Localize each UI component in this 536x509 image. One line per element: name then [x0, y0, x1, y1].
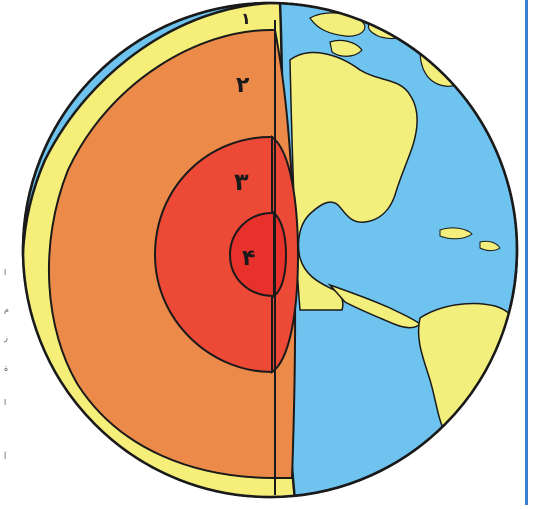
cutaway-interior [23, 3, 300, 497]
inner-core-cut-face [273, 210, 288, 299]
arctic-island [329, 39, 363, 57]
caribbean-island [479, 240, 501, 252]
inner-core-layer [228, 212, 275, 298]
arctic-island [309, 12, 366, 37]
crust-label: ۱ [241, 9, 251, 28]
north-america-landmass [289, 51, 418, 311]
margin-glyph: م [4, 305, 9, 314]
margin-glyph: ز [4, 333, 8, 342]
margin-glyph: ا [4, 268, 7, 277]
page-edge-bar [525, 0, 528, 505]
outer-core-layer [153, 136, 273, 374]
caribbean-island [439, 227, 473, 240]
margin-glyph: آ [4, 452, 7, 461]
margin-glyph: ا [4, 398, 7, 407]
globe-outline [21, 1, 519, 499]
mantle-label: ۲ [236, 73, 250, 98]
margin-glyph: ة [4, 364, 9, 373]
inner-core-label: ۴ [242, 246, 255, 271]
outer-core-label: ۳ [234, 168, 249, 196]
